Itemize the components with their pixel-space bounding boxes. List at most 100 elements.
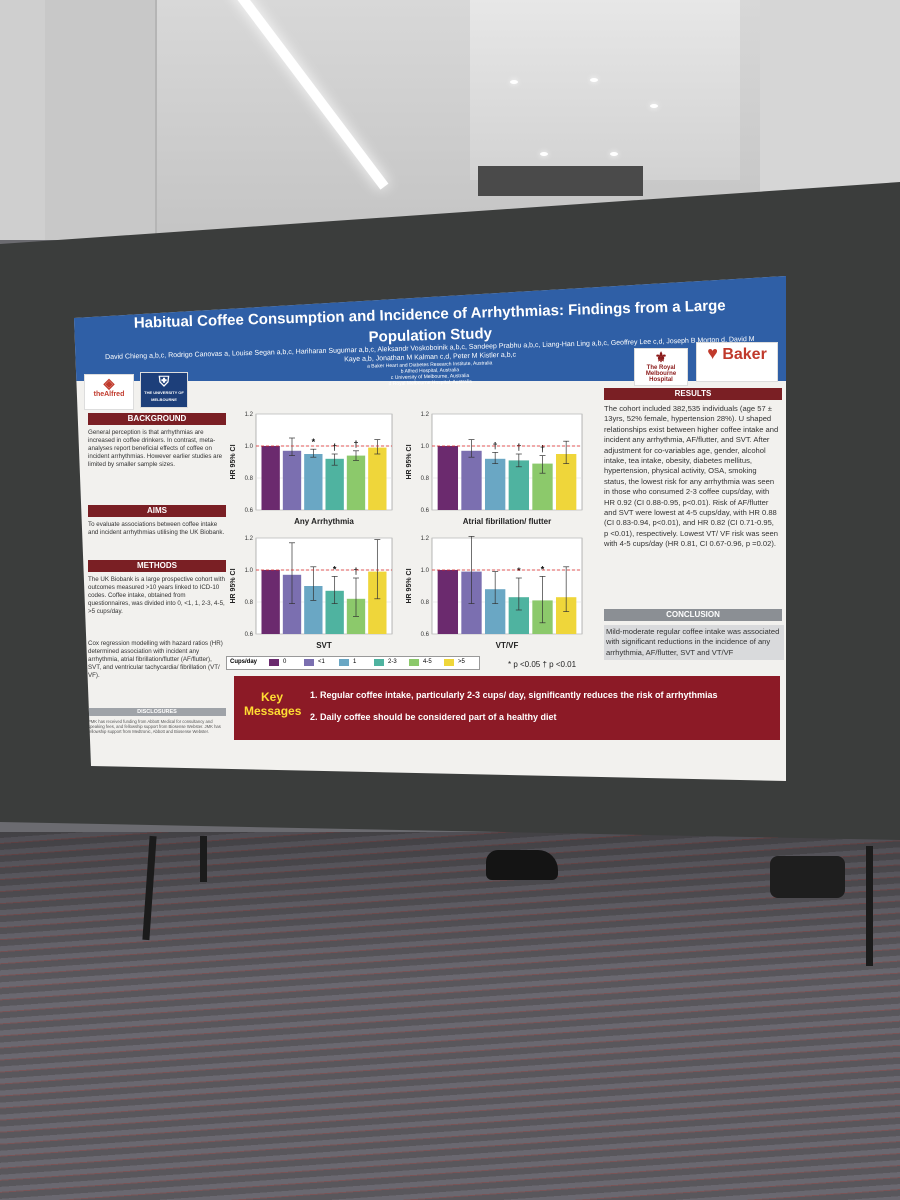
methods-heading: METHODS xyxy=(88,560,226,572)
bar xyxy=(325,590,344,634)
bar xyxy=(555,597,577,634)
significance-marker: † xyxy=(332,442,337,452)
board-leg xyxy=(200,836,207,882)
significance-marker: † xyxy=(493,440,498,450)
ceiling-light xyxy=(540,152,548,156)
bar xyxy=(461,450,482,510)
y-tick-label: 0.6 xyxy=(421,632,430,638)
board-leg xyxy=(866,846,873,966)
legend-item-label: <1 xyxy=(318,659,325,665)
chart-title: Any Arrhythmia xyxy=(294,517,354,526)
significance-marker: * xyxy=(541,564,545,574)
bar xyxy=(508,460,530,510)
alfred-logo: ◈ theAlfred xyxy=(84,374,134,410)
crest-icon: ⛨ xyxy=(158,373,170,389)
results-text: The cohort included 382,535 individuals … xyxy=(604,404,779,549)
shoe xyxy=(486,850,558,880)
legend-item-label: 2-3 xyxy=(388,659,397,665)
room-sign xyxy=(478,166,643,196)
chart-title: SVT xyxy=(316,641,332,650)
chart-af-flutter: 0.6 0.8 1.0 1.2 † † † HR 95% CI Atrial fibrillat… xyxy=(402,406,592,532)
heart-icon: ♥ xyxy=(707,343,718,363)
conclusion-heading: CONCLUSION xyxy=(604,609,782,621)
significance-marker: * xyxy=(312,437,316,447)
melbourne-logo: ⛨ THE UNIVERSITY OF MELBOURNE xyxy=(140,372,188,408)
chart-title: Atrial fibrillation/ flutter xyxy=(463,517,551,526)
alfred-mark-icon: ◈ xyxy=(103,375,115,391)
bar xyxy=(368,571,387,634)
baker-logo-text: Baker xyxy=(722,346,767,363)
chart-legend: Cups/day 0 <1 1 2-3 4-5 >5 xyxy=(226,656,480,670)
chart-svt: 0.6 0.8 1.0 1.2 * † HR 95% CI SVT xyxy=(226,530,402,656)
ceiling xyxy=(470,0,740,180)
ceiling-light xyxy=(650,104,658,108)
poster: Habitual Coffee Consumption and Incidenc… xyxy=(74,276,786,781)
bar xyxy=(282,450,302,510)
wall-panel xyxy=(0,0,47,240)
background-text: General perception is that arrhythmias a… xyxy=(88,429,223,468)
royal-logo-text: The Royal Melbourne Hospital xyxy=(645,365,677,383)
legend-swatch xyxy=(444,659,454,666)
y-axis-label: HR 95% CI xyxy=(230,568,237,603)
chart-svg: 0.6 0.8 1.0 1.2 * * HR 95% CI VT/VF xyxy=(406,536,583,650)
bar xyxy=(346,455,366,510)
significance-key: * p <0.05 † p <0.01 xyxy=(508,660,577,669)
disclosures-heading: DISCLOSURES xyxy=(88,708,226,716)
legend-item-label: 1 xyxy=(353,659,357,665)
bar xyxy=(484,458,506,510)
chart-svg: 0.6 0.8 1.0 1.2 * † † HR 95% CI Any Arrhythmia xyxy=(230,412,393,526)
y-tick-label: 0.6 xyxy=(421,508,430,514)
legend-item-label: >5 xyxy=(458,659,465,665)
y-tick-label: 1.0 xyxy=(421,568,430,574)
chart-title: VT/VF xyxy=(496,641,519,650)
legend-swatch xyxy=(304,659,314,666)
significance-marker: * xyxy=(517,566,521,576)
y-tick-label: 1.2 xyxy=(245,536,254,542)
y-tick-label: 0.6 xyxy=(245,632,254,638)
legend-item-label: 4-5 xyxy=(423,659,432,665)
y-tick-label: 0.8 xyxy=(421,600,430,606)
background-heading: BACKGROUND xyxy=(88,413,226,425)
y-tick-label: 0.8 xyxy=(245,600,254,606)
bag xyxy=(770,856,845,898)
y-tick-label: 1.2 xyxy=(421,412,430,418)
chart-vt-vf: 0.6 0.8 1.0 1.2 * * HR 95% CI VT/VF xyxy=(402,530,592,656)
methods-text-1: The UK Biobank is a large prospective co… xyxy=(88,576,225,615)
methods-text-2: Cox regression modelling with hazard rat… xyxy=(88,640,223,679)
y-tick-label: 1.0 xyxy=(421,444,430,450)
bar xyxy=(304,454,323,510)
baker-logo: ♥ Baker xyxy=(696,342,778,382)
bar xyxy=(532,463,553,510)
y-tick-label: 0.6 xyxy=(245,508,254,514)
legend-item-label: 0 xyxy=(283,659,287,665)
bar xyxy=(508,597,530,634)
chart-svg: 0.6 0.8 1.0 1.2 † † † HR 95% CI Atrial fibrillat… xyxy=(406,412,583,526)
wall-panel xyxy=(45,0,157,240)
y-tick-label: 1.0 xyxy=(245,444,254,450)
alfred-logo-text: theAlfred xyxy=(93,391,125,398)
bar xyxy=(282,574,302,634)
ceiling-light xyxy=(610,152,618,156)
bar xyxy=(304,586,323,634)
bar xyxy=(437,570,459,634)
legend-label: Cups/day xyxy=(230,659,258,665)
bar xyxy=(437,446,459,510)
aims-heading: AIMS xyxy=(88,505,226,517)
legend-swatch xyxy=(374,659,384,666)
bar xyxy=(325,458,344,510)
legend-swatch xyxy=(339,659,349,666)
royal-melbourne-logo: ⚜ The Royal Melbourne Hospital xyxy=(634,348,688,386)
key-message-1: 1. Regular coffee intake, particularly 2… xyxy=(310,690,718,700)
significance-marker: * xyxy=(333,564,337,574)
floor-shadow xyxy=(0,832,900,1200)
melbourne-logo-text: THE UNIVERSITY OF MELBOURNE xyxy=(144,390,184,402)
y-axis-label: HR 95% CI xyxy=(406,568,413,603)
bar xyxy=(368,447,387,510)
ceiling-light xyxy=(590,78,598,82)
disclosures-text: PMK has received funding from Abbott Med… xyxy=(88,719,221,735)
bar xyxy=(261,570,280,634)
crest-icon: ⚜ xyxy=(654,349,668,365)
y-axis-label: HR 95% CI xyxy=(230,444,237,479)
significance-marker: † xyxy=(353,566,358,576)
